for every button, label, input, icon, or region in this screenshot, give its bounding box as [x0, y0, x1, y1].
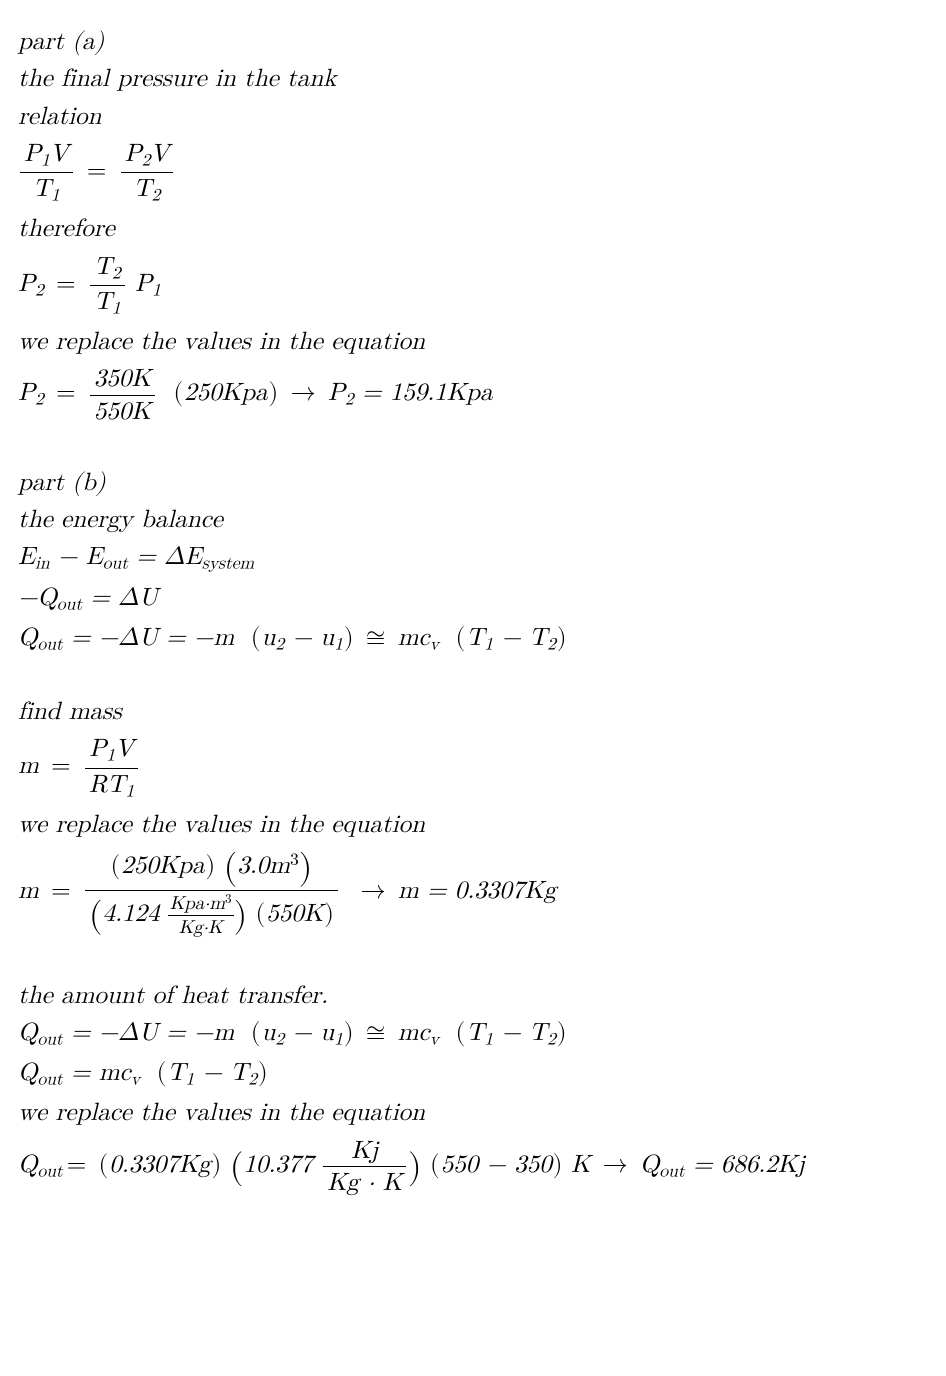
eb3-rhs: mcv [398, 625, 439, 650]
q1-lhs: Qout = −ΔU = −m [18, 1020, 234, 1045]
p2-calc-den: 550K [90, 396, 155, 427]
mass-calc-den-p2: 550K [266, 901, 323, 926]
mass-formula-num: P1V [85, 733, 138, 768]
mass-calculation: m = (250Kpa) (3.0m3) (4.124 Kpa·m3 Kg·K … [18, 846, 928, 940]
relation-lhs-num: P1V [20, 138, 73, 173]
q2-paren: T1 − T2 [167, 1060, 257, 1085]
mass-calc-lhs: m [18, 878, 39, 903]
q-result: Qout = 686.2Kj [640, 1152, 805, 1177]
p2-formula: P2 = T2 T1 P1 [18, 251, 928, 321]
mass-formula: m = P1V RT1 [18, 733, 928, 803]
q-calc-dT-unit: K [571, 1152, 590, 1177]
p2-formula-den: T1 [90, 286, 125, 320]
q-calc-cv-num: Kj [323, 1135, 406, 1167]
q1-rhs: mcv [398, 1020, 439, 1045]
replace-label-3: we replace the values in the equation [18, 1097, 928, 1128]
replace-label-1: we replace the values in the equation [18, 326, 928, 357]
energy-balance-line2: −Qout = ΔU [18, 582, 928, 616]
mass-calc-den-sfrac-den: Kg·K [168, 916, 234, 939]
relation-rhs-den: T2 [121, 173, 174, 207]
qout-calculation: Qout= (0.3307Kg) (10.377 Kj Kg · K ) (55… [18, 1135, 928, 1199]
mass-calc-den-sfrac-num: Kpa·m3 [168, 891, 234, 916]
p2-result: P2 = 159.1Kpa [328, 380, 493, 405]
mass-calc-num-p1: 250Kpa [121, 853, 204, 878]
qout-line2: Qout = mcv (T1 − T2) [18, 1057, 928, 1091]
p2-formula-lhs: P2 [18, 271, 44, 296]
p2-formula-num: T2 [90, 251, 125, 286]
relation-equation: P1V T1 = P2V T2 [18, 138, 928, 208]
energy-balance-line3: Qout = −ΔU = −m (u2 − u1) ≅ mcv (T1 − T2… [18, 622, 928, 656]
relation-lhs-den: T1 [20, 173, 73, 207]
congruent-symbol: ≅ [362, 625, 389, 650]
relation-rhs-num: P2V [121, 138, 174, 173]
mass-calc-den-coef: 4.124 [103, 901, 160, 926]
find-mass-label: find mass [18, 696, 928, 727]
p2-formula-tail: P1 [135, 271, 161, 296]
mass-result: m = 0.3307Kg [398, 878, 556, 903]
eb3-paren1: u2 − u1 [262, 625, 343, 650]
q2-lhs: Qout = mcv [18, 1060, 140, 1085]
p2-calc-num: 350K [90, 363, 155, 395]
q1-paren1: u2 − u1 [262, 1020, 343, 1045]
mass-formula-lhs: m [18, 753, 39, 778]
eb3-paren2: T1 − T2 [466, 625, 556, 650]
heat-transfer-label: the amount of heat transfer. [18, 980, 928, 1011]
p2-calculation: P2 = 350K 550K (250Kpa) → P2 = 159.1Kpa [18, 363, 928, 427]
relation-label: relation [18, 101, 928, 132]
q-calc-m: 0.3307Kg [109, 1152, 210, 1177]
eb3-lhs: Qout = −ΔU = −m [18, 625, 234, 650]
energy-balance-label: the energy balance [18, 504, 928, 535]
mass-calc-num-p2: 3.0m3 [237, 853, 299, 878]
p2-calc-lhs: P2 [18, 380, 44, 405]
part-a-subtitle: the final pressure in the tank [18, 63, 928, 94]
part-b-heading: part (b) [18, 467, 928, 498]
congruent-symbol-2: ≅ [362, 1020, 389, 1045]
energy-balance-line1: Ein − Eout = ΔEsystem [18, 541, 928, 575]
q-calc-cv-coef: 10.377 [243, 1152, 312, 1177]
qout-line1: Qout = −ΔU = −m (u2 − u1) ≅ mcv (T1 − T2… [18, 1017, 928, 1051]
part-a-heading: part (a) [18, 26, 928, 57]
q-calc-cv-den: Kg · K [323, 1167, 406, 1198]
mass-formula-den: RT1 [85, 769, 138, 803]
p2-calc-paren: 250Kpa [184, 380, 267, 405]
q-calc-dT: 550 − 350 [441, 1152, 552, 1177]
therefore-label: therefore [18, 213, 928, 244]
q1-paren2: T1 − T2 [466, 1020, 556, 1045]
replace-label-2: we replace the values in the equation [18, 809, 928, 840]
